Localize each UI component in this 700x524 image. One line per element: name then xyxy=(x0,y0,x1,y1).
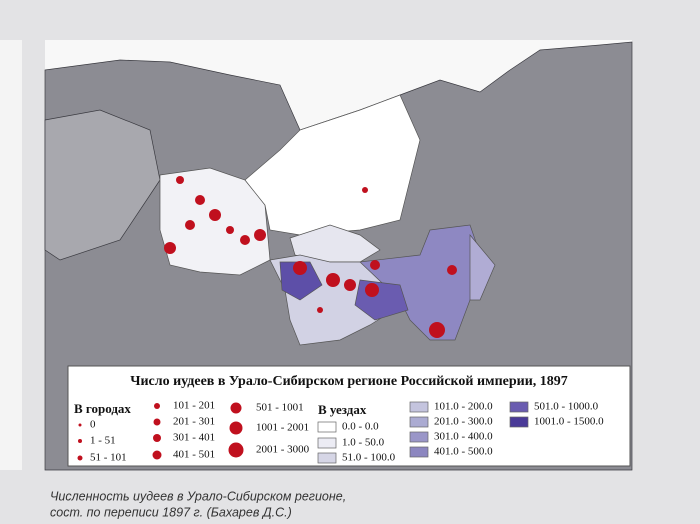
city xyxy=(185,220,195,230)
city xyxy=(209,209,221,221)
europe-west xyxy=(44,109,161,261)
district-legend-label: 1.0 - 50.0 xyxy=(342,437,385,449)
city-legend-label: 51 - 101 xyxy=(90,452,127,464)
city xyxy=(254,229,266,241)
city-symbol xyxy=(152,450,162,460)
legend-box xyxy=(67,365,631,467)
district-legend-label: 401.0 - 500.0 xyxy=(434,446,493,458)
city xyxy=(365,283,379,297)
city xyxy=(164,242,176,254)
city xyxy=(447,265,457,275)
city xyxy=(240,235,250,245)
north-region xyxy=(244,94,421,236)
district-legend-label: 501.0 - 1000.0 xyxy=(534,401,599,413)
city-symbol xyxy=(77,455,83,461)
city-legend-label: 201 - 301 xyxy=(173,416,215,428)
city-symbol xyxy=(229,421,243,435)
district-legend-label: 1001.0 - 1500.0 xyxy=(534,416,604,428)
legend: Число иудеев в Урало-Сибирском регионе Р… xyxy=(67,365,631,467)
city-legend-label: 301 - 401 xyxy=(173,432,215,444)
city-legend-label: 1 - 51 xyxy=(90,435,116,447)
city-legend-label: 501 - 1001 xyxy=(256,402,304,414)
city xyxy=(176,176,184,184)
caption-line: Численность иудеев в Урало-Сибирском рег… xyxy=(50,489,346,503)
district-swatch xyxy=(317,421,337,433)
legend-title: Число иудеев в Урало-Сибирском регионе Р… xyxy=(130,374,568,389)
city-legend-label: 2001 - 3000 xyxy=(256,444,310,456)
caption-line: сост. по переписи 1897 г. (Бахарев Д.С.) xyxy=(50,505,292,519)
district-swatch xyxy=(509,416,529,428)
district-swatch xyxy=(409,446,429,458)
city-symbol xyxy=(78,439,82,443)
district-c xyxy=(279,261,323,301)
cities-title: В городах xyxy=(74,401,131,416)
district-swatch xyxy=(409,401,429,413)
city xyxy=(429,322,445,338)
district-swatch xyxy=(509,401,529,413)
city-legend-label: 0 xyxy=(90,419,96,431)
city xyxy=(326,273,340,287)
district-swatch xyxy=(409,416,429,428)
district-legend-label: 301.0 - 400.0 xyxy=(434,431,493,443)
city-legend-label: 101 - 201 xyxy=(173,400,215,412)
city-symbol xyxy=(78,423,82,427)
side-panel xyxy=(0,40,22,470)
district-swatch xyxy=(317,437,337,449)
city xyxy=(195,195,205,205)
city xyxy=(293,261,307,275)
district-swatch xyxy=(317,452,337,464)
city-symbol xyxy=(153,434,161,442)
map xyxy=(44,40,633,471)
city-symbol xyxy=(228,442,244,458)
city-symbol xyxy=(154,403,160,409)
city-symbol xyxy=(153,418,161,426)
district-swatch xyxy=(409,431,429,443)
city xyxy=(370,260,380,270)
city-legend-label: 401 - 501 xyxy=(173,449,215,461)
city xyxy=(344,279,356,291)
district-legend-label: 0.0 - 0.0 xyxy=(342,421,379,433)
district-legend-label: 101.0 - 200.0 xyxy=(434,401,493,413)
districts-title: В уездах xyxy=(318,402,367,417)
city-legend-label: 1001 - 2001 xyxy=(256,422,309,434)
city xyxy=(226,226,234,234)
district-legend-label: 201.0 - 300.0 xyxy=(434,416,493,428)
district-legend-label: 51.0 - 100.0 xyxy=(342,452,396,464)
cities xyxy=(164,176,457,338)
city xyxy=(317,307,323,313)
city xyxy=(362,187,368,193)
district-f xyxy=(469,234,496,301)
city-symbol xyxy=(230,402,242,414)
